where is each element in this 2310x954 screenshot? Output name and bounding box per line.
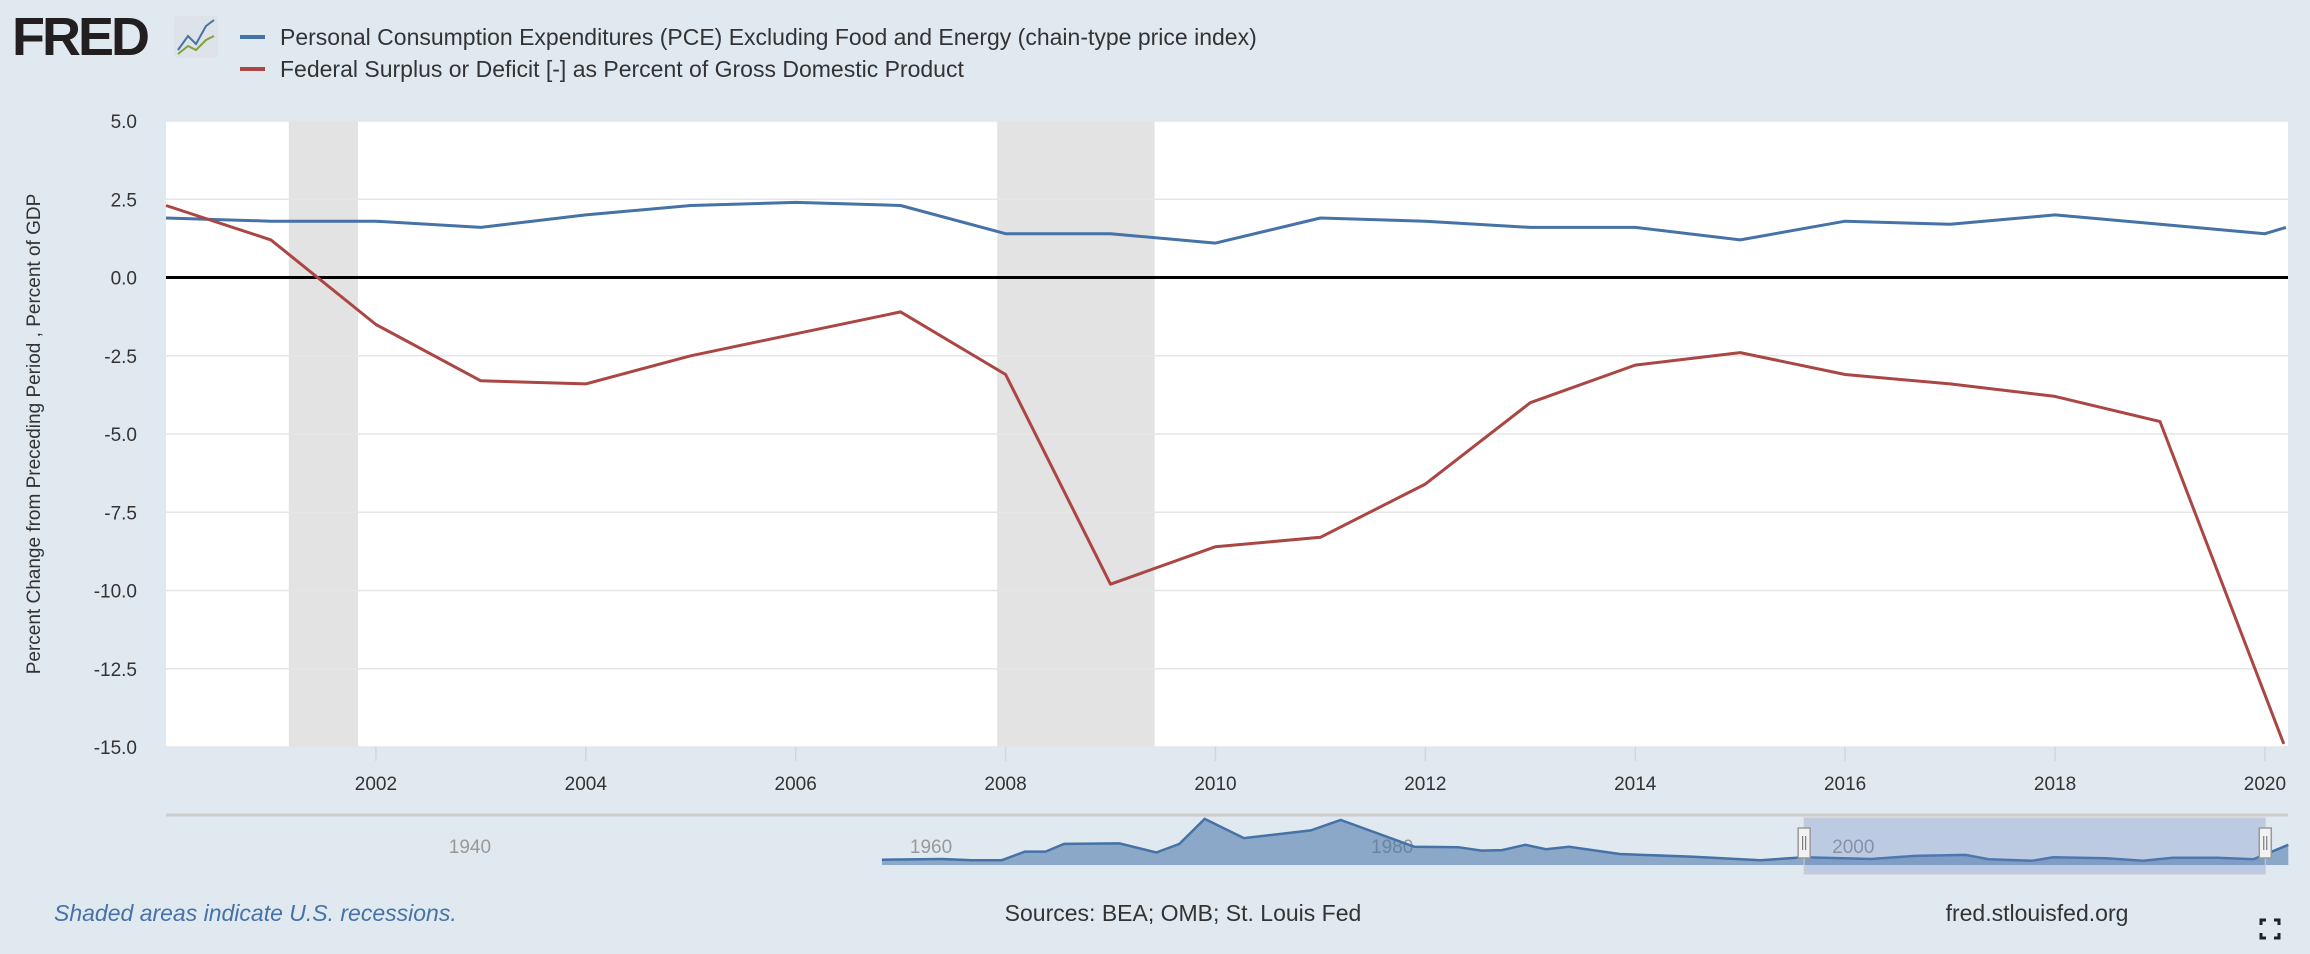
navigator-label: 2000 [1832,837,1874,858]
x-tick-label: 2018 [2034,774,2076,795]
legend-label-deficit: Federal Surplus or Deficit [-] as Percen… [280,56,964,82]
navigator[interactable]: 1940196019802000 [166,813,2289,875]
x-tick-label: 2004 [565,774,608,795]
fred-logo[interactable]: FRED [12,7,218,67]
series-lines [165,200,2287,745]
legend: Personal Consumption Expenditures (PCE) … [240,24,1257,82]
sources-text: Sources: BEA; OMB; St. Louis Fed [1005,900,1362,926]
fullscreen-icon[interactable] [2259,918,2281,940]
y-axis-label: Percent Change from Preceding Period , P… [24,194,45,675]
logo-text: FRED [12,7,148,67]
navigator-label: 1960 [910,837,952,858]
x-tick-label: 2014 [1614,774,1657,795]
x-tick-label: 2012 [1404,774,1446,795]
navigator-left-handle[interactable] [1797,827,1811,859]
site-link[interactable]: fred.stlouisfed.org [1946,900,2129,926]
pce-line [165,200,2287,245]
y-tick-label: -12.5 [94,660,137,681]
y-tick-label: -2.5 [104,347,137,368]
x-tick-label: 2002 [355,774,397,795]
deficit-line [165,204,2286,745]
legend-swatch-pce [240,35,265,39]
handle-grip [2258,827,2273,859]
y-tick-label: 0.0 [111,269,137,290]
handle-grip [1797,827,1811,859]
x-axis-ticks: 2002 2004 2006 2008 2010 2012 2014 2016 2018 2020 [355,747,2286,795]
legend-label-pce: Personal Consumption Expenditures (PCE) … [280,24,1257,50]
x-tick-label: 2020 [2244,774,2286,795]
navigator-right-handle[interactable] [2258,827,2273,859]
navigator-selection[interactable] [1803,817,2266,875]
chart-logo-icon [174,16,218,58]
x-tick-label: 2008 [984,774,1026,795]
x-tick-label: 2010 [1194,774,1236,795]
navigator-area [881,818,2289,865]
y-tick-label: -10.0 [94,582,137,603]
legend-swatch-deficit [240,67,265,71]
y-tick-label: -7.5 [104,503,137,524]
x-tick-label: 2016 [1824,774,1866,795]
x-tick-label: 2006 [775,774,817,795]
recession-note: Shaded areas indicate U.S. recessions. [54,900,457,926]
y-tick-label: 2.5 [111,190,137,211]
y-tick-label: 5.0 [111,112,137,133]
navigator-line [881,817,2289,862]
legend-item-pce[interactable]: Personal Consumption Expenditures (PCE) … [240,24,1257,50]
legend-item-deficit[interactable]: Federal Surplus or Deficit [-] as Percen… [240,56,964,82]
gridlines [166,120,2288,748]
y-tick-label: -15.0 [94,738,137,759]
y-tick-label: -5.0 [104,425,137,446]
y-axis-ticks: 5.0 2.5 0.0 -2.5 -5.0 -7.5 -10.0 -12.5 -15.0 [94,112,137,759]
navigator-label: 1940 [449,837,491,858]
